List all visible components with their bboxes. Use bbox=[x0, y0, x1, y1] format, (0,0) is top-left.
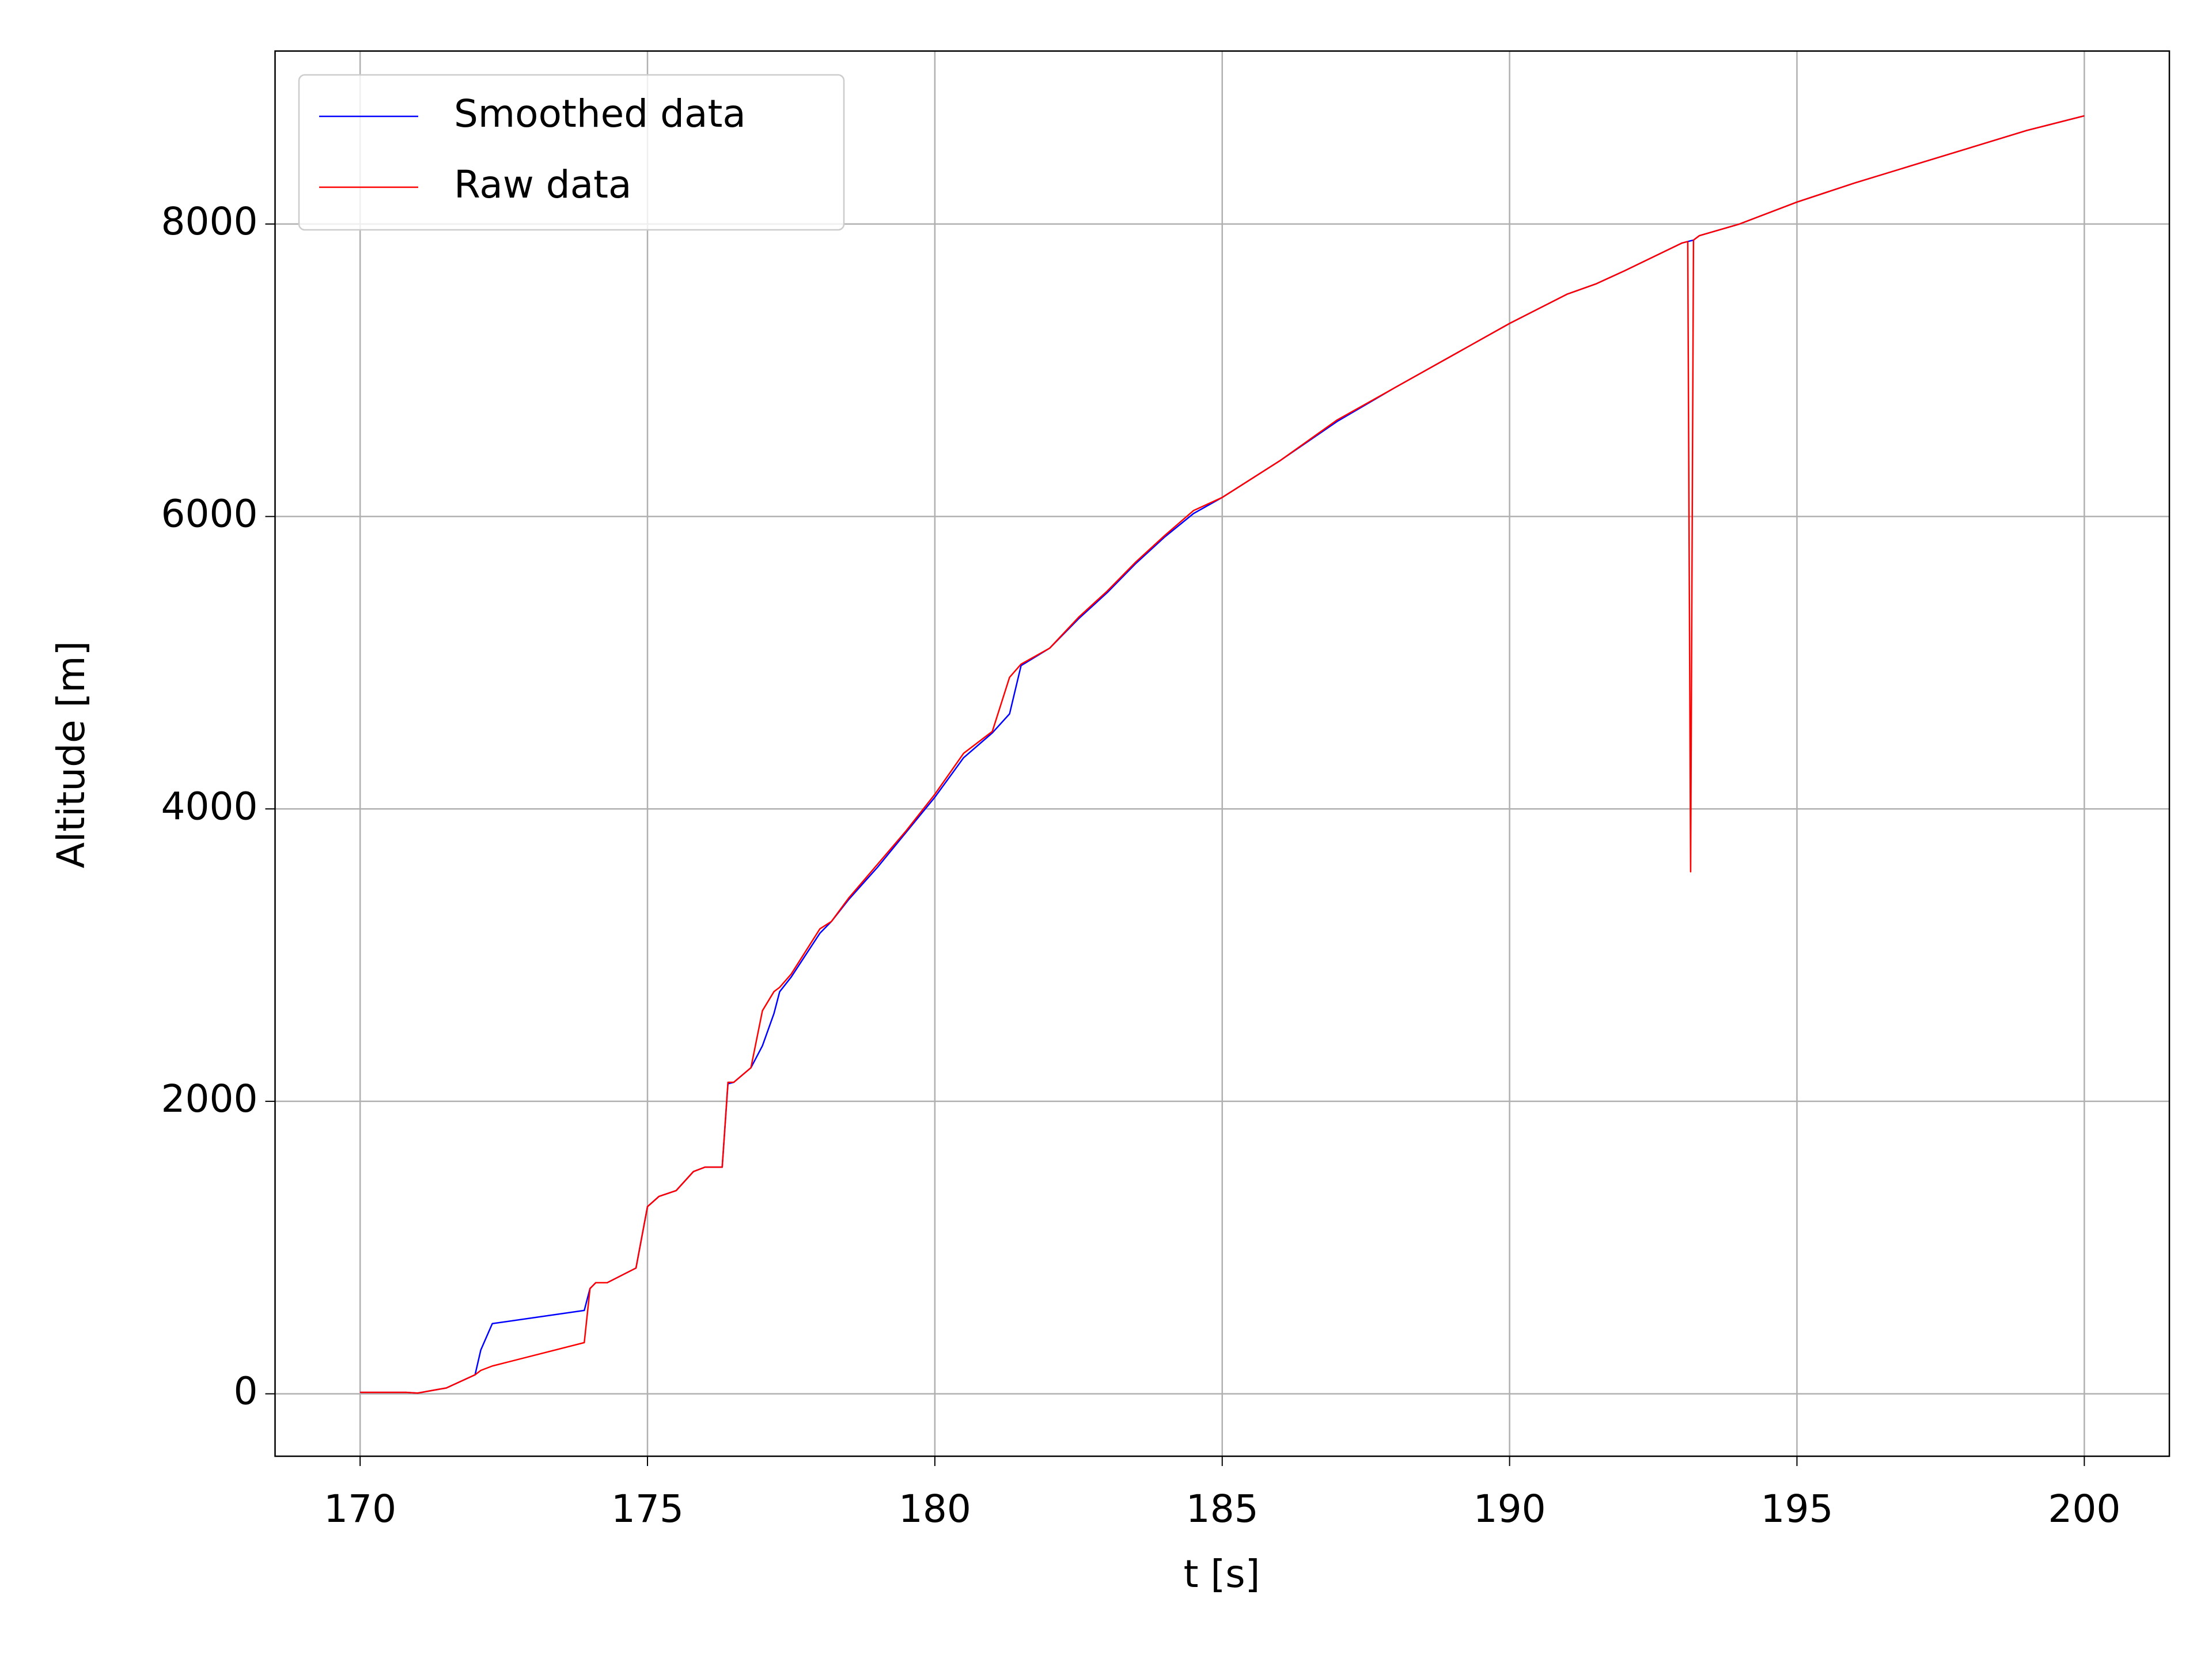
x-tick-label: 175 bbox=[611, 1487, 684, 1531]
x-tick-label: 200 bbox=[2048, 1487, 2120, 1531]
x-tick-label: 180 bbox=[899, 1487, 971, 1531]
x-axis-label: t [s] bbox=[1184, 1552, 1260, 1596]
x-tick-label: 190 bbox=[1474, 1487, 1546, 1531]
y-tick-label: 0 bbox=[234, 1369, 258, 1414]
legend-label: Raw data bbox=[454, 162, 631, 207]
plot-frame bbox=[274, 50, 2171, 1457]
legend-box bbox=[298, 74, 845, 231]
x-tick-label: 185 bbox=[1186, 1487, 1259, 1531]
legend: Smoothed data Raw data bbox=[298, 74, 845, 231]
x-tick-label: 170 bbox=[324, 1487, 396, 1531]
y-tick-label: 4000 bbox=[161, 784, 258, 828]
y-tick-label: 2000 bbox=[161, 1077, 258, 1121]
y-axis-label: Altitude [m] bbox=[49, 641, 93, 869]
x-tick-label: 195 bbox=[1760, 1487, 1833, 1531]
y-tick-label: 8000 bbox=[161, 199, 258, 244]
data-line bbox=[360, 115, 2085, 1394]
legend-label: Smoothed data bbox=[454, 92, 746, 136]
y-tick-label: 6000 bbox=[161, 492, 258, 536]
